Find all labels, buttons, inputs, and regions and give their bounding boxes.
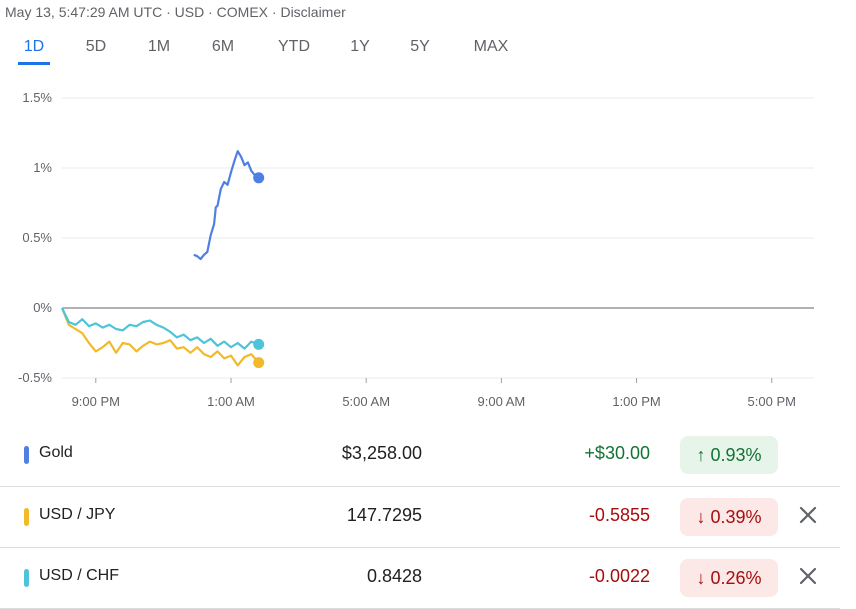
separator: · (268, 4, 281, 20)
series-endpoint-usd-chf (253, 338, 265, 350)
instrument-name: Gold (39, 444, 73, 461)
chart-series (60, 150, 265, 369)
series-swatch (24, 446, 29, 464)
x-tick-label: 1:00 AM (207, 394, 255, 409)
chart-grid (62, 97, 814, 379)
x-tick-label: 9:00 PM (72, 394, 120, 409)
exchange: COMEX (216, 4, 268, 20)
instrument-name: USD / CHF (39, 567, 119, 584)
y-tick-label: 1% (33, 160, 52, 175)
series-line-usd-chf (61, 307, 260, 350)
instrument-price: $3,258.00 (341, 443, 422, 463)
arrow-down-icon: ↓ (696, 507, 706, 527)
tab-1y[interactable]: 1Y (350, 38, 370, 55)
arrow-down-icon: ↓ (696, 568, 706, 588)
instrument-price: 0.8428 (366, 566, 422, 586)
percent-change: 0.39% (710, 507, 762, 527)
x-tick-label: 1:00 PM (612, 394, 660, 409)
series-endpoint-gold (253, 172, 265, 184)
y-tick-label: 0.5% (22, 230, 52, 245)
price-change: -0.5855 (588, 505, 650, 525)
tab-max[interactable]: MAX (473, 38, 509, 55)
series-line-gold (193, 150, 260, 261)
timestamp: May 13, 5:47:29 AM UTC (5, 4, 163, 20)
x-tick-label: 5:00 AM (342, 394, 390, 409)
series-swatch (24, 508, 29, 526)
x-tick-label: 9:00 AM (478, 394, 526, 409)
quote-header: May 13, 5:47:29 AM UTC · USD · COMEX · D… (5, 4, 346, 20)
tab-1d[interactable]: 1D (18, 36, 50, 65)
price-chart[interactable]: 1.5% 1% 0.5% 0% -0.5% 9:00 PM 1:00 AM 5:00 AM 9:… (0, 78, 856, 418)
chart-axes: 1.5% 1% 0.5% 0% -0.5% 9:00 PM 1:00 AM 5:00 AM 9:… (18, 90, 796, 409)
disclaimer-link[interactable]: Disclaimer (280, 4, 346, 20)
row-divider (0, 486, 840, 487)
row-divider (0, 547, 840, 548)
y-tick-label: -0.5% (18, 370, 52, 385)
price-change: -0.0022 (588, 566, 650, 586)
arrow-up-icon: ↑ (696, 445, 706, 465)
percent-change-badge: ↓ 0.39% (680, 498, 778, 536)
close-icon[interactable] (796, 503, 820, 527)
percent-change: 0.26% (710, 568, 762, 588)
tab-1m[interactable]: 1M (147, 38, 171, 55)
x-tick-label: 5:00 PM (748, 394, 796, 409)
series-endpoint-usd-jpy (253, 357, 265, 369)
series-line-usd-jpy (60, 307, 260, 367)
quote-row-gold[interactable]: Gold $3,258.00 +$30.00 ↑ 0.93% (0, 424, 840, 484)
quote-row-usd-jpy[interactable]: USD / JPY 147.7295 -0.5855 ↓ 0.39% (0, 486, 840, 546)
percent-change-badge: ↓ 0.26% (680, 559, 778, 597)
separator: · (162, 4, 175, 20)
y-tick-label: 1.5% (22, 90, 52, 105)
close-icon[interactable] (796, 564, 820, 588)
y-tick-label: 0% (33, 300, 52, 315)
separator: · (204, 4, 217, 20)
percent-change-badge: ↑ 0.93% (680, 436, 778, 474)
price-change: +$30.00 (584, 443, 650, 463)
currency: USD (174, 4, 205, 20)
tab-5y[interactable]: 5Y (410, 38, 430, 55)
quote-row-usd-chf[interactable]: USD / CHF 0.8428 -0.0022 ↓ 0.26% (0, 547, 840, 607)
tab-5d[interactable]: 5D (85, 38, 107, 55)
tab-6m[interactable]: 6M (211, 38, 235, 55)
range-tabs: 1D 5D 1M 6M YTD 1Y 5Y MAX (0, 36, 540, 65)
series-swatch (24, 569, 29, 587)
percent-change: 0.93% (710, 445, 762, 465)
instrument-name: USD / JPY (39, 506, 116, 523)
tab-ytd[interactable]: YTD (278, 38, 310, 55)
instrument-price: 147.7295 (346, 505, 422, 525)
